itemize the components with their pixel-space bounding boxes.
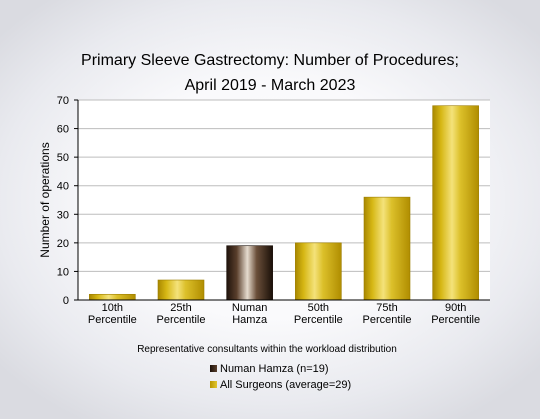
y-tick-label: 70 [57, 95, 69, 107]
x-tick-label: Percentile [363, 314, 412, 326]
legend-swatch-numan-hamza [210, 365, 217, 372]
x-tick-label: 50th [308, 302, 329, 314]
x-tick-label: 10th [102, 302, 123, 314]
bar-90th-percentile [432, 105, 479, 301]
x-tick-label: 90th [445, 302, 466, 314]
x-tick-label: 75th [376, 302, 397, 314]
x-tick-labels: 10thPercentile25thPercentileNumanHamza50… [88, 302, 480, 326]
x-tick-label: Hamza [232, 314, 268, 326]
bars [89, 105, 479, 301]
legend: Numan Hamza (n=19) All Surgeons (average… [210, 363, 351, 391]
chart-title-line-2: April 2019 - March 2023 [185, 77, 356, 94]
bar-50th-percentile [295, 242, 342, 301]
y-axis-label: Number of operations [38, 142, 52, 257]
y-tick-label: 30 [57, 209, 69, 221]
chart-title-line-1: Primary Sleeve Gastrectomy: Number of Pr… [81, 52, 459, 69]
bar-25th-percentile [157, 279, 205, 301]
x-tick-label: Numan [232, 302, 267, 314]
plot-area [78, 100, 490, 300]
y-tick-label: 60 [57, 124, 69, 136]
legend-swatch-all-surgeons [210, 381, 217, 388]
y-tick-labels: 0 10 20 30 40 50 60 70 [57, 95, 78, 307]
bar-numan-hamza [226, 245, 273, 301]
bar-10th-percentile [89, 293, 136, 301]
y-tick-label: 50 [57, 152, 69, 164]
gridlines [78, 99, 490, 272]
x-axis-label: Representative consultants within the wo… [137, 344, 397, 355]
x-tick-label: Percentile [157, 314, 206, 326]
y-tick-label: 40 [57, 181, 69, 193]
y-tick-label: 0 [63, 295, 69, 307]
legend-label-numan-hamza: Numan Hamza (n=19) [220, 363, 329, 375]
bar-75th-percentile [363, 196, 411, 301]
x-tick-label: 25th [170, 302, 191, 314]
legend-label-all-surgeons: All Surgeons (average=29) [220, 379, 351, 391]
x-tick-label: Percentile [294, 314, 343, 326]
x-tick-label: Percentile [431, 314, 480, 326]
y-tick-label: 10 [57, 266, 69, 278]
x-tick-label: Percentile [88, 314, 137, 326]
y-tick-label: 20 [57, 238, 69, 250]
